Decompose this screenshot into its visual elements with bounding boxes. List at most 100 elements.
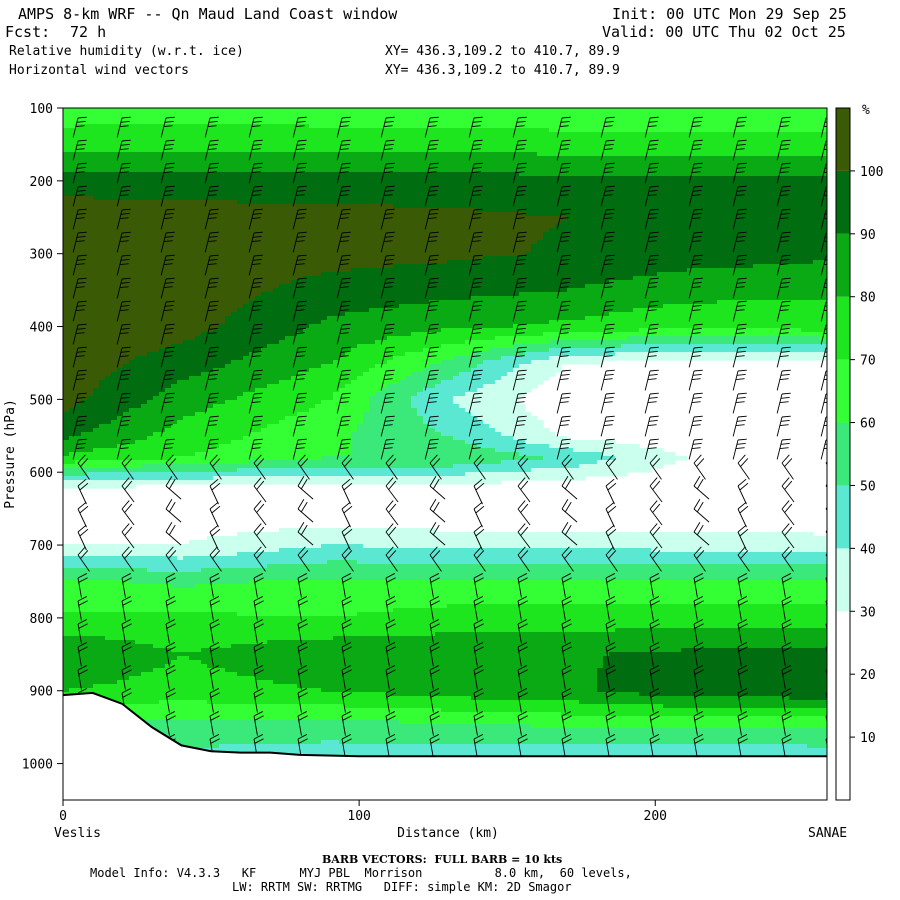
rh-cell: [135, 364, 142, 369]
rh-cell: [141, 380, 148, 385]
rh-cell: [159, 632, 166, 637]
rh-cell: [177, 552, 184, 557]
rh-cell: [189, 596, 196, 601]
rh-cell: [153, 704, 160, 709]
rh-cell: [69, 468, 76, 473]
rh-cell: [189, 384, 196, 389]
rh-cell: [111, 328, 118, 333]
rh-cell: [213, 328, 220, 333]
rh-cell: [219, 324, 226, 329]
rh-cell: [87, 396, 94, 401]
rh-cell: [171, 700, 178, 705]
rh-cell: [213, 656, 220, 661]
rh-cell: [147, 136, 154, 141]
rh-cell: [177, 228, 184, 233]
rh-cell: [87, 668, 94, 673]
rh-cell: [93, 344, 100, 349]
rh-cell: [93, 268, 100, 273]
rh-cell: [195, 728, 202, 733]
rh-cell: [63, 468, 70, 473]
rh-cell: [153, 128, 160, 133]
rh-cell: [195, 708, 202, 713]
rh-cell: [129, 336, 136, 341]
rh-cell: [153, 236, 160, 241]
rh-cell: [177, 404, 184, 409]
rh-cell: [189, 576, 196, 581]
rh-cell: [147, 268, 154, 273]
rh-cell: [243, 428, 250, 433]
rh-cell: [87, 620, 94, 625]
rh-cell: [231, 412, 238, 417]
rh-cell: [201, 456, 208, 461]
rh-cell: [183, 440, 190, 445]
rh-cell: [129, 360, 136, 365]
rh-cell: [219, 572, 226, 577]
rh-cell: [69, 268, 76, 273]
rh-cell: [87, 688, 94, 693]
rh-cell: [243, 236, 250, 241]
rh-cell: [63, 424, 70, 429]
rh-cell: [249, 152, 256, 157]
rh-cell: [87, 324, 94, 329]
rh-cell: [165, 576, 172, 581]
rh-cell: [87, 548, 94, 553]
rh-cell: [135, 416, 142, 421]
rh-cell: [183, 360, 190, 365]
rh-cell: [195, 564, 202, 569]
rh-cell: [183, 308, 190, 313]
rh-cell: [243, 700, 250, 705]
rh-cell: [147, 324, 154, 329]
rh-cell: [117, 264, 124, 269]
rh-cell: [183, 556, 190, 561]
rh-cell: [105, 360, 112, 365]
rh-cell: [117, 184, 124, 189]
rh-cell: [63, 444, 70, 449]
rh-cell: [213, 332, 220, 337]
rh-cell: [231, 664, 238, 669]
rh-cell: [171, 300, 178, 305]
rh-cell: [153, 392, 160, 397]
rh-cell: [159, 548, 166, 553]
rh-cell: [123, 256, 130, 261]
rh-cell: [159, 636, 166, 641]
rh-cell: [111, 136, 118, 141]
rh-cell: [237, 128, 244, 133]
rh-cell: [87, 372, 94, 377]
rh-cell: [225, 684, 232, 689]
rh-cell: [219, 540, 226, 545]
rh-cell: [87, 360, 94, 365]
rh-cell: [189, 132, 196, 137]
rh-cell: [87, 452, 94, 457]
rh-cell: [63, 244, 70, 249]
rh-cell: [147, 584, 154, 589]
rh-cell: [69, 384, 76, 389]
rh-cell: [75, 560, 82, 565]
rh-cell: [141, 200, 148, 205]
rh-cell: [153, 552, 160, 557]
rh-cell: [225, 216, 232, 221]
rh-cell: [189, 372, 196, 377]
rh-cell: [189, 444, 196, 449]
rh-cell: [219, 544, 226, 549]
rh-cell: [69, 308, 76, 313]
rh-cell: [195, 448, 202, 453]
rh-cell: [237, 620, 244, 625]
rh-cell: [141, 632, 148, 637]
rh-cell: [189, 460, 196, 465]
rh-cell: [153, 268, 160, 273]
rh-cell: [75, 232, 82, 237]
rh-cell: [69, 220, 76, 225]
rh-cell: [117, 636, 124, 641]
rh-cell: [237, 268, 244, 273]
rh-cell: [81, 332, 88, 337]
rh-cell: [213, 264, 220, 269]
rh-cell: [153, 136, 160, 141]
rh-cell: [189, 256, 196, 261]
rh-cell: [129, 228, 136, 233]
rh-cell: [159, 436, 166, 441]
rh-cell: [177, 712, 184, 717]
rh-cell: [243, 748, 250, 753]
rh-cell: [159, 120, 166, 125]
rh-cell: [231, 420, 238, 425]
rh-cell: [171, 352, 178, 357]
